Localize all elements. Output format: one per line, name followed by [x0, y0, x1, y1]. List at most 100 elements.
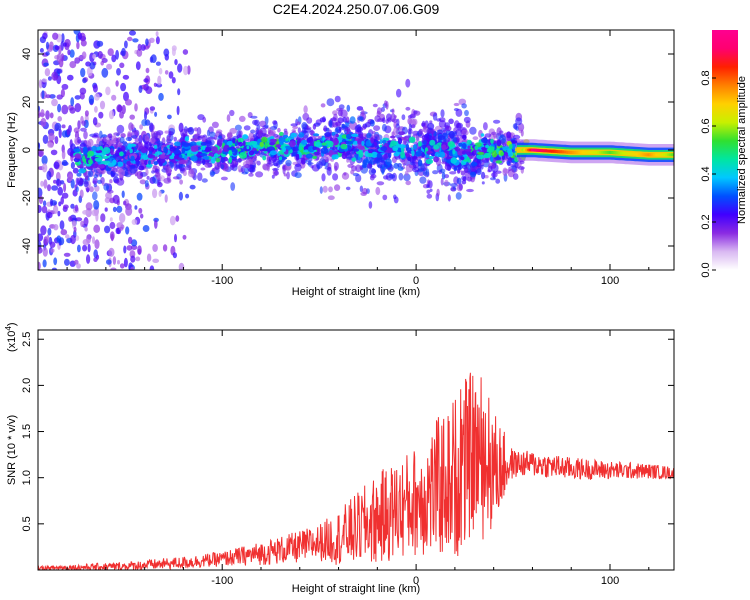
spectrogram-ridge-blob [393, 152, 400, 157]
spectrogram-ridge-blob [508, 144, 513, 149]
spectrogram-haze [320, 103, 326, 108]
spectrogram-haze [476, 168, 482, 176]
spectrogram-speckle [109, 231, 115, 241]
spectrogram-haze [100, 177, 105, 184]
spectrogram-y-tick-label: 40 [21, 48, 33, 60]
spectrogram-ridge-blob [238, 141, 244, 147]
spectrogram-y-label: Frequency (Hz) [6, 112, 18, 188]
spectrogram-haze [514, 161, 519, 169]
spectrogram-haze [520, 129, 524, 137]
spectrogram-haze [457, 169, 461, 174]
spectrogram-ridge-blob [408, 136, 416, 143]
spectrogram-haze [334, 184, 341, 192]
spectrogram-speckle [136, 192, 143, 201]
spectrogram-speckle [110, 267, 117, 270]
spectrogram-speckle [179, 179, 184, 185]
spectrogram-speckle [125, 226, 130, 235]
spectrogram-haze [440, 109, 445, 118]
spectrogram-ridge-blob [425, 158, 434, 165]
spectrogram-haze [326, 166, 332, 176]
spectrogram-haze [396, 118, 400, 127]
spectrogram-ridge-blob [117, 148, 123, 152]
spectrogram-speckle [69, 61, 77, 69]
spectrogram-speckle [123, 245, 127, 254]
spectrogram-speckle [50, 149, 58, 156]
snr-x-tick-label: -100 [211, 575, 233, 587]
spectrogram-haze [361, 109, 365, 117]
spectrogram-ridge-blob [412, 144, 418, 150]
spectrogram-haze [469, 126, 477, 135]
spectrogram-ridge-blob [392, 145, 399, 152]
spectrogram-speckle [139, 124, 144, 130]
spectrogram-ridge-blob [187, 152, 192, 157]
spectrogram-haze [144, 135, 150, 142]
spectrogram-haze [98, 140, 103, 148]
spectrogram-speckle [112, 194, 120, 204]
spectrogram-ridge-blob [158, 154, 167, 159]
spectrogram-ridge-blob [182, 142, 190, 147]
spectrogram-haze [410, 124, 416, 129]
spectrogram-haze [382, 153, 388, 161]
spectrogram-speckle [41, 90, 45, 99]
spectrogram-ridge-blob [154, 151, 163, 155]
spectrogram-speckle [123, 91, 129, 102]
spectrogram-haze [447, 194, 451, 202]
spectrogram-speckle [58, 128, 62, 139]
spectrogram-speckle [92, 84, 98, 93]
spectrogram-ridge-blob [138, 165, 145, 171]
spectrogram-ridge-blob [95, 146, 101, 151]
spectrogram-ridge-blob [490, 155, 494, 162]
spectrogram-haze [338, 109, 343, 117]
spectrogram-haze [362, 187, 368, 195]
spectrogram-speckle [45, 41, 50, 50]
spectrogram-haze [367, 163, 373, 169]
spectrogram-speckle [53, 179, 57, 184]
spectrogram-haze [258, 129, 263, 137]
spectrogram-ridge-blob [467, 145, 471, 149]
spectrogram-haze [331, 117, 337, 122]
spectrogram-ridge-blob [433, 144, 440, 150]
spectrogram-haze [445, 125, 452, 132]
spectrogram-speckle [73, 226, 77, 233]
spectrogram-haze [448, 118, 454, 125]
spectrogram-haze [210, 171, 216, 176]
spectrogram-ridge-blob [411, 150, 415, 157]
spectrogram-ridge-blob [228, 149, 233, 157]
spectrogram-speckle [61, 192, 69, 199]
colorbar: 0.0 0.2 0.4 0.6 0.8 Normalized spectral ampl… [700, 30, 748, 278]
spectrogram-speckle [116, 68, 121, 76]
spectrogram-speckle [121, 104, 126, 115]
spectrogram-ridge-blob [433, 156, 439, 163]
spectrogram-speckle [77, 120, 81, 130]
spectrogram-speckle [112, 256, 117, 265]
spectrogram-haze [319, 186, 323, 194]
spectrogram-haze [243, 125, 251, 131]
spectrogram-haze [322, 185, 328, 193]
spectrogram-haze [226, 114, 231, 122]
spectrogram-speckle [155, 31, 159, 37]
spectrogram-haze [456, 177, 462, 185]
spectrogram-ridge-blob [91, 145, 97, 152]
spectrogram-ridge-blob [462, 134, 467, 141]
spectrogram-haze [286, 171, 290, 180]
spectrogram-haze [499, 130, 504, 134]
spectrogram-haze [87, 138, 94, 147]
spectrogram-ridge-blob [390, 140, 397, 147]
spectrogram-speckle [43, 179, 48, 189]
spectrogram-speckle [86, 254, 91, 264]
spectrogram-haze [397, 163, 402, 168]
spectrogram-speckle [53, 257, 58, 266]
spectrogram-haze [294, 172, 302, 179]
spectrogram-haze [198, 157, 204, 161]
spectrogram-haze [93, 174, 99, 179]
spectrogram-speckle [42, 32, 48, 40]
spectrogram-haze [464, 109, 469, 117]
spectrogram-haze [103, 183, 110, 191]
spectrogram-speckle [91, 236, 96, 244]
spectrogram-ridge-blob [370, 137, 374, 144]
spectrogram-speckle [41, 205, 48, 214]
spectrogram-speckle [44, 68, 51, 77]
spectrogram-speckle [48, 132, 55, 142]
spectrogram-haze [250, 129, 256, 134]
spectrogram-speckle [46, 170, 52, 181]
